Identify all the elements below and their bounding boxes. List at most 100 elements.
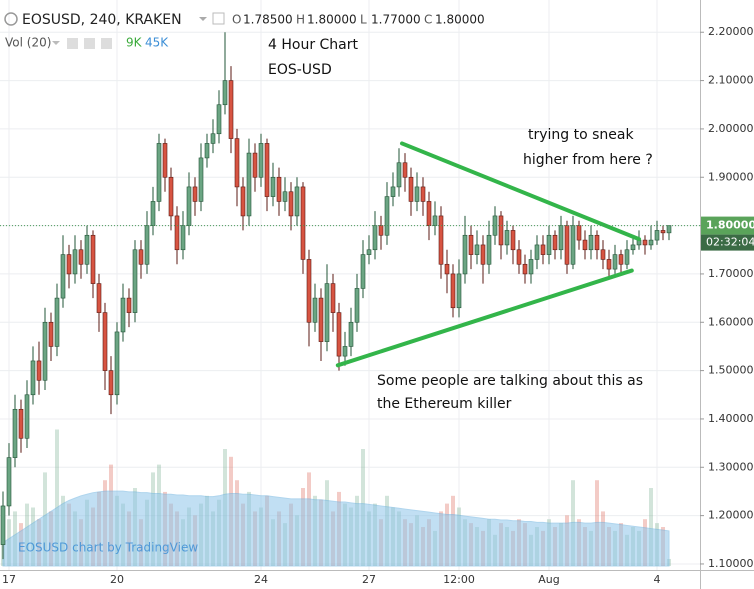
- candle-body: [534, 244, 540, 260]
- candle-body: [18, 408, 24, 439]
- candle-body: [264, 143, 270, 197]
- ohlc-key: C: [424, 13, 432, 27]
- candle-body: [528, 259, 534, 275]
- candle-body: [210, 133, 216, 144]
- candle-body: [468, 234, 474, 255]
- annotation: EOS-USD: [268, 62, 332, 78]
- candle-body: [630, 244, 636, 251]
- candle-body: [186, 186, 192, 226]
- candle-body: [42, 321, 48, 381]
- volume-pane: [1, 429, 671, 567]
- candle-body: [138, 249, 144, 265]
- candle-body: [402, 162, 408, 178]
- candle-body: [162, 143, 168, 178]
- candle-body: [516, 249, 522, 265]
- x-tick-label: 27: [362, 573, 376, 586]
- candle-body: [414, 186, 420, 202]
- volume-settings[interactable]: [84, 38, 95, 49]
- candle-body: [0, 505, 6, 545]
- candle-body: [168, 176, 174, 217]
- candle-body: [246, 152, 252, 217]
- candle-body: [12, 408, 18, 458]
- candle-body: [48, 321, 54, 347]
- y-tick-label: 1.10000: [708, 557, 754, 570]
- candle-body: [504, 230, 510, 246]
- candle-body: [582, 239, 588, 251]
- candle-body: [102, 312, 108, 371]
- countdown: 02:32:04: [706, 236, 754, 249]
- candle-body: [276, 176, 282, 202]
- trendline: [335, 268, 634, 368]
- candle-body: [462, 234, 468, 275]
- last-price-box: [701, 216, 754, 235]
- candle-body: [252, 152, 258, 178]
- candle-body: [558, 225, 564, 251]
- symbol-icon[interactable]: [4, 12, 18, 26]
- candle-body: [54, 297, 60, 347]
- volume-ma-value: 45K: [145, 36, 169, 50]
- candle-body: [396, 162, 402, 188]
- candle-body: [312, 297, 318, 323]
- candle-body: [96, 283, 102, 313]
- candle-body: [576, 225, 582, 241]
- annotation: 4 Hour Chart: [268, 37, 359, 53]
- volume-value: 9K: [126, 36, 143, 50]
- candle-body: [174, 215, 180, 251]
- candle-body: [408, 176, 414, 202]
- candle-body: [84, 234, 90, 265]
- candle-body: [372, 225, 378, 251]
- candle-body: [180, 225, 186, 251]
- settings-icon[interactable]: [212, 12, 225, 25]
- candle-body: [30, 360, 36, 396]
- candle-body: [144, 225, 150, 265]
- ohlc-key: O: [232, 13, 241, 27]
- candle-body: [354, 288, 360, 323]
- grid: [0, 0, 700, 570]
- candle-body: [342, 346, 348, 357]
- y-tick-label: 1.20000: [708, 509, 754, 522]
- x-tick-label: 20: [110, 573, 124, 586]
- ohlc-value: 1.80000: [435, 13, 485, 27]
- candle-body: [78, 249, 84, 265]
- volume-ma-area: [2, 490, 670, 567]
- ohlc-value: 1.78500: [243, 13, 293, 27]
- x-tick-label: 17: [2, 573, 16, 586]
- candle-body: [270, 176, 276, 197]
- ohlc-key: H: [296, 13, 305, 27]
- symbol[interactable]: EOSUSD, 240, KRAKEN: [22, 12, 182, 28]
- candle-body: [420, 186, 426, 202]
- candle-body: [156, 143, 162, 202]
- candles: [0, 32, 672, 560]
- volume-menu[interactable]: [52, 41, 60, 45]
- candle-body: [390, 186, 396, 197]
- candle-body: [324, 283, 330, 342]
- candle-body: [612, 254, 618, 270]
- y-tick-label: 1.90000: [708, 170, 754, 183]
- last-price-label: 1.80000: [706, 219, 754, 232]
- volume-close[interactable]: [101, 38, 112, 49]
- candle-body: [36, 360, 42, 381]
- candle-body: [366, 249, 372, 255]
- candle-body: [546, 234, 552, 255]
- candle-body: [384, 196, 390, 236]
- candle-body: [426, 201, 432, 226]
- volume-bar: [649, 488, 653, 566]
- y-tick-label: 2.20000: [708, 25, 754, 38]
- ohlc-value: 1.80000: [307, 13, 357, 27]
- symbol-menu[interactable]: [199, 17, 207, 21]
- candle-body: [498, 215, 504, 246]
- candle-body: [234, 138, 240, 188]
- y-tick-label: 1.50000: [708, 364, 754, 377]
- candle-body: [438, 215, 444, 265]
- candle-body: [348, 321, 354, 347]
- candle-body: [480, 244, 486, 265]
- candle-body: [510, 230, 516, 251]
- candle-body: [522, 263, 528, 275]
- candle-body: [570, 225, 576, 265]
- ohlc-key: L: [360, 13, 367, 27]
- candle-body: [294, 186, 300, 217]
- y-tick-label: 1.30000: [708, 460, 754, 473]
- candle-body: [216, 104, 222, 135]
- volume-eye[interactable]: [67, 38, 78, 49]
- x-tick-label: 24: [254, 573, 268, 586]
